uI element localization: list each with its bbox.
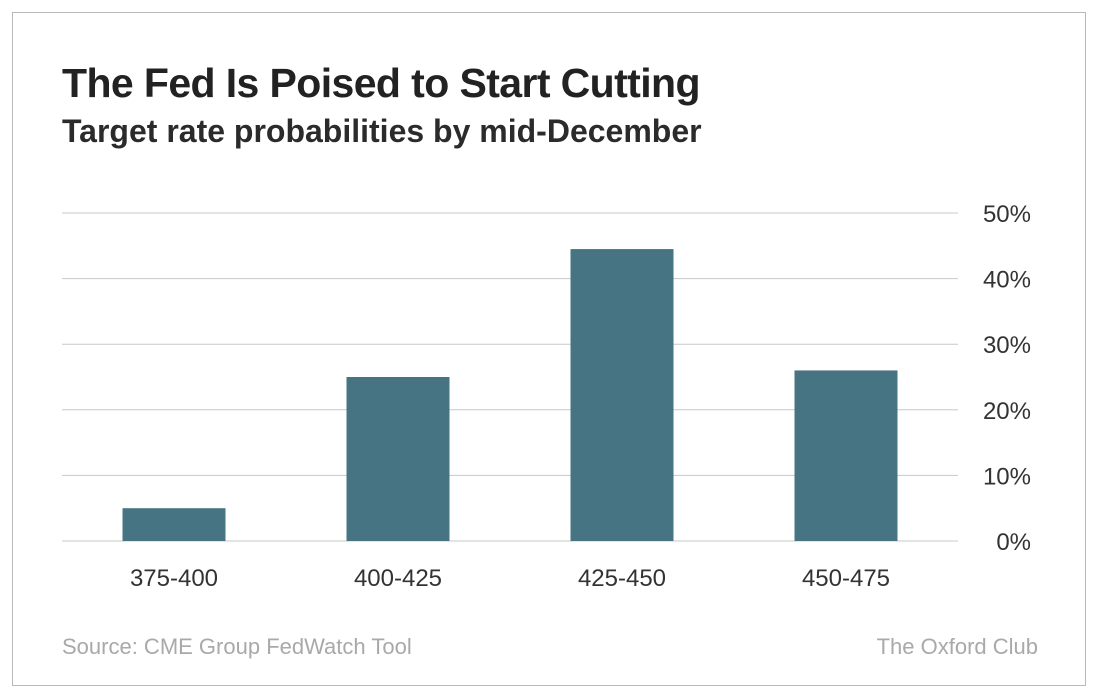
brand-label: The Oxford Club [876,634,1038,659]
y-tick-label: 20% [983,398,1031,425]
chart-frame [12,12,1086,686]
x-tick-label: 425-450 [578,565,666,592]
x-tick-label: 400-425 [354,565,442,592]
bar [570,249,674,541]
y-tick-label: 40% [983,267,1031,294]
bar [346,377,450,541]
y-tick-label: 0% [996,529,1031,556]
y-tick-label: 50% [983,201,1031,228]
x-tick-label: 450-475 [802,565,890,592]
y-tick-label: 30% [983,332,1031,359]
x-tick-label: 375-400 [130,565,218,592]
bar [794,370,898,541]
y-tick-label: 10% [983,463,1031,490]
chart-subtitle: Target rate probabilities by mid-Decembe… [62,113,702,149]
chart-title: The Fed Is Poised to Start Cutting [62,60,701,106]
bar [122,508,226,541]
source-note: Source: CME Group FedWatch Tool [62,634,412,659]
